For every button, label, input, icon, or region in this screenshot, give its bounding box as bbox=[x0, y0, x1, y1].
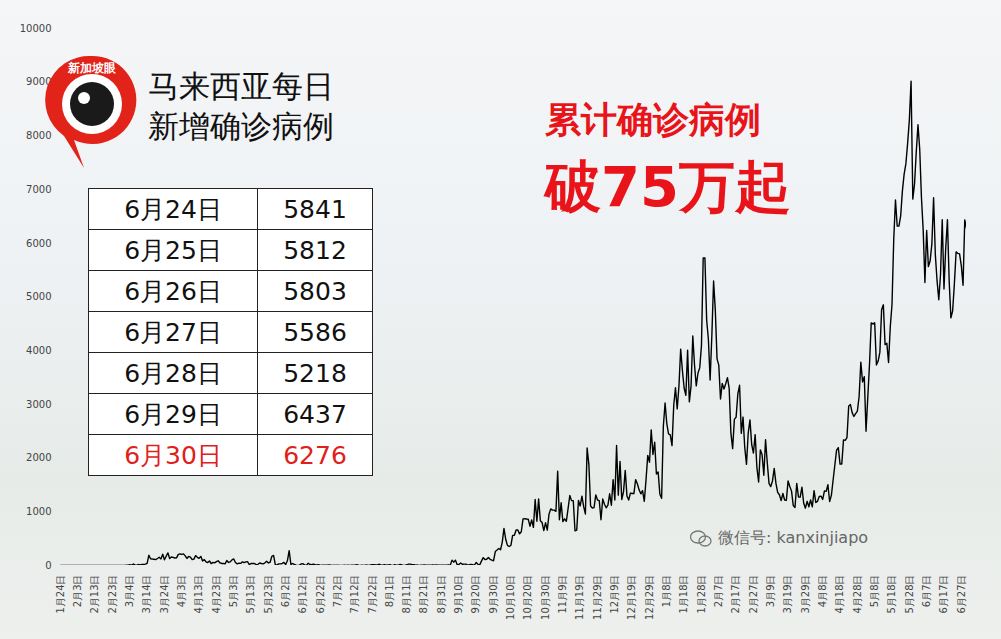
svg-text:9月10日: 9月10日 bbox=[453, 575, 464, 614]
svg-text:8000: 8000 bbox=[26, 130, 51, 141]
svg-text:5月13日: 5月13日 bbox=[245, 575, 256, 614]
svg-text:12月29日: 12月29日 bbox=[644, 575, 655, 620]
svg-text:11月29日: 11月29日 bbox=[592, 575, 603, 620]
svg-text:2月7日: 2月7日 bbox=[713, 575, 724, 608]
html-text:微信号: kanxinjiapo: 微信号: kanxinjiapo bbox=[718, 528, 869, 547]
svg-text:2月3日: 2月3日 bbox=[72, 575, 83, 608]
html-text:5841: 5841 bbox=[283, 194, 347, 224]
svg-text:5月18日: 5月18日 bbox=[886, 575, 897, 614]
svg-text:5月3日: 5月3日 bbox=[228, 575, 239, 608]
svg-text:5月23日: 5月23日 bbox=[263, 575, 274, 614]
html-text:5586: 5586 bbox=[283, 317, 347, 347]
svg-text:6月12日: 6月12日 bbox=[297, 575, 308, 614]
html-text:马来西亚每日: 马来西亚每日 bbox=[148, 68, 334, 104]
svg-text:9月20日: 9月20日 bbox=[470, 575, 481, 614]
svg-text:6月22日: 6月22日 bbox=[315, 575, 326, 614]
svg-text:5月8日: 5月8日 bbox=[869, 575, 880, 608]
html-text:5812: 5812 bbox=[283, 235, 347, 265]
html-text:6月24日: 6月24日 bbox=[124, 194, 222, 224]
svg-text:1000: 1000 bbox=[26, 506, 51, 517]
svg-text:5000: 5000 bbox=[26, 291, 51, 302]
svg-text:9月30日: 9月30日 bbox=[488, 575, 499, 614]
svg-text:2月17日: 2月17日 bbox=[730, 575, 741, 614]
html-text:6月30日: 6月30日 bbox=[124, 440, 222, 470]
svg-text:7月22日: 7月22日 bbox=[367, 575, 378, 614]
svg-text:10000: 10000 bbox=[20, 23, 52, 34]
svg-text:4月18日: 4月18日 bbox=[834, 575, 845, 614]
svg-text:3月24日: 3月24日 bbox=[159, 575, 170, 614]
html-text:5803: 5803 bbox=[283, 276, 347, 306]
svg-text:3月14日: 3月14日 bbox=[141, 575, 152, 614]
html-text:累计确诊病例: 累计确诊病例 bbox=[545, 99, 761, 140]
svg-text:1月24日: 1月24日 bbox=[55, 575, 66, 614]
svg-text:1月8日: 1月8日 bbox=[661, 575, 672, 608]
html-text:6月27日: 6月27日 bbox=[124, 317, 222, 347]
svg-text:10月10日: 10月10日 bbox=[505, 575, 516, 620]
svg-text:1月28日: 1月28日 bbox=[696, 575, 707, 614]
svg-text:7月2日: 7月2日 bbox=[332, 575, 343, 608]
html-text:6月25日: 6月25日 bbox=[124, 235, 222, 265]
svg-text:5月28日: 5月28日 bbox=[904, 575, 915, 614]
svg-text:2000: 2000 bbox=[26, 452, 51, 463]
svg-text:2月23日: 2月23日 bbox=[107, 575, 118, 614]
svg-text:3000: 3000 bbox=[26, 399, 51, 410]
svg-text:3月19日: 3月19日 bbox=[782, 575, 793, 614]
html-text:5218: 5218 bbox=[283, 358, 347, 388]
svg-text:6月7日: 6月7日 bbox=[921, 575, 932, 608]
html-text:6437: 6437 bbox=[283, 399, 347, 429]
html-text:6月28日: 6月28日 bbox=[124, 358, 222, 388]
svg-text:4000: 4000 bbox=[26, 345, 51, 356]
svg-text:2月13日: 2月13日 bbox=[89, 575, 100, 614]
svg-text:10月20日: 10月20日 bbox=[522, 575, 533, 620]
svg-text:7月12日: 7月12日 bbox=[349, 575, 360, 614]
html-text:6月29日: 6月29日 bbox=[124, 399, 222, 429]
svg-text:新加坡眼: 新加坡眼 bbox=[67, 61, 117, 75]
svg-text:4月8日: 4月8日 bbox=[817, 575, 828, 608]
svg-text:8月1日: 8月1日 bbox=[384, 575, 395, 608]
svg-text:12月19日: 12月19日 bbox=[626, 575, 637, 620]
svg-text:4月3日: 4月3日 bbox=[176, 575, 187, 608]
svg-text:1月18日: 1月18日 bbox=[678, 575, 689, 614]
svg-text:6月27日: 6月27日 bbox=[956, 575, 967, 614]
svg-text:10月30日: 10月30日 bbox=[540, 575, 551, 620]
svg-text:6月2日: 6月2日 bbox=[280, 575, 291, 608]
svg-text:7000: 7000 bbox=[26, 184, 51, 195]
svg-text:4月23日: 4月23日 bbox=[211, 575, 222, 614]
svg-text:8月11日: 8月11日 bbox=[401, 575, 412, 614]
svg-text:3月9日: 3月9日 bbox=[765, 575, 776, 608]
svg-text:8月31日: 8月31日 bbox=[436, 575, 447, 614]
svg-text:6月17日: 6月17日 bbox=[938, 575, 949, 614]
html-text:6276: 6276 bbox=[283, 440, 347, 470]
svg-text:11月9日: 11月9日 bbox=[557, 575, 568, 614]
svg-text:3月4日: 3月4日 bbox=[124, 575, 135, 608]
svg-text:3月29日: 3月29日 bbox=[800, 575, 811, 614]
svg-text:0: 0 bbox=[45, 560, 51, 571]
svg-text:2月27日: 2月27日 bbox=[748, 575, 759, 614]
svg-text:12月9日: 12月9日 bbox=[609, 575, 620, 614]
html-text:破75万起: 破75万起 bbox=[545, 154, 791, 219]
html-text:6月26日: 6月26日 bbox=[124, 276, 222, 306]
svg-text:11月19日: 11月19日 bbox=[574, 575, 585, 620]
svg-text:8月21日: 8月21日 bbox=[418, 575, 429, 614]
svg-text:4月28日: 4月28日 bbox=[852, 575, 863, 614]
svg-text:4月13日: 4月13日 bbox=[193, 575, 204, 614]
svg-text:9000: 9000 bbox=[26, 76, 52, 88]
svg-text:6000: 6000 bbox=[26, 238, 51, 249]
html-text:新增确诊病例: 新增确诊病例 bbox=[148, 108, 334, 144]
